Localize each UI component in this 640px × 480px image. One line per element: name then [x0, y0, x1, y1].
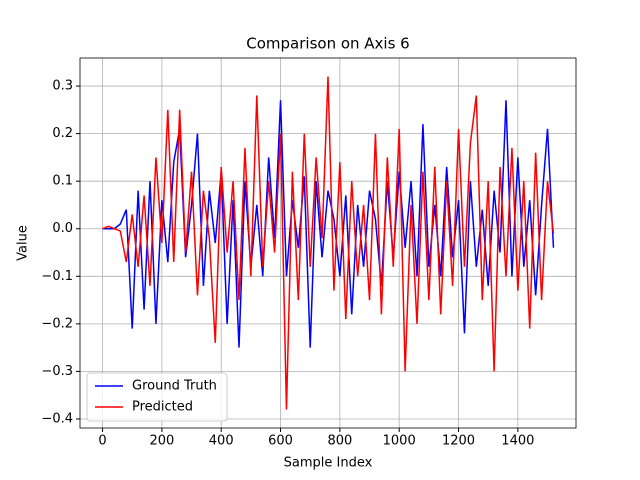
y-tick-label: −0.1	[41, 269, 73, 284]
plot-frame	[79, 57, 577, 429]
series-line	[102, 76, 555, 410]
chart-title: Comparison on Axis 6	[246, 35, 409, 53]
y-tick-label: 0.3	[52, 79, 73, 94]
legend-label: Ground Truth	[132, 379, 217, 394]
y-axis-label: Value	[16, 225, 31, 261]
legend-box	[86, 372, 228, 422]
x-tick-label: 600	[268, 434, 293, 449]
x-tick-label: 1000	[383, 434, 416, 449]
y-tick-label: 0.1	[52, 174, 73, 189]
y-tick-label: 0.0	[52, 221, 73, 236]
x-tick-label: 1400	[501, 434, 534, 449]
x-axis-label: Sample Index	[284, 456, 373, 471]
x-tick-label: 200	[149, 434, 174, 449]
y-tick-label: −0.2	[41, 316, 73, 331]
x-tick-label: 0	[98, 434, 106, 449]
y-tick-label: 0.2	[52, 126, 73, 141]
x-tick-label: 1200	[442, 434, 475, 449]
x-tick-label: 800	[327, 434, 352, 449]
y-tick-label: −0.4	[41, 411, 73, 426]
series-line	[102, 100, 555, 348]
y-tick-label: −0.3	[41, 364, 73, 379]
x-tick-label: 400	[209, 434, 234, 449]
legend-label: Predicted	[132, 400, 193, 415]
